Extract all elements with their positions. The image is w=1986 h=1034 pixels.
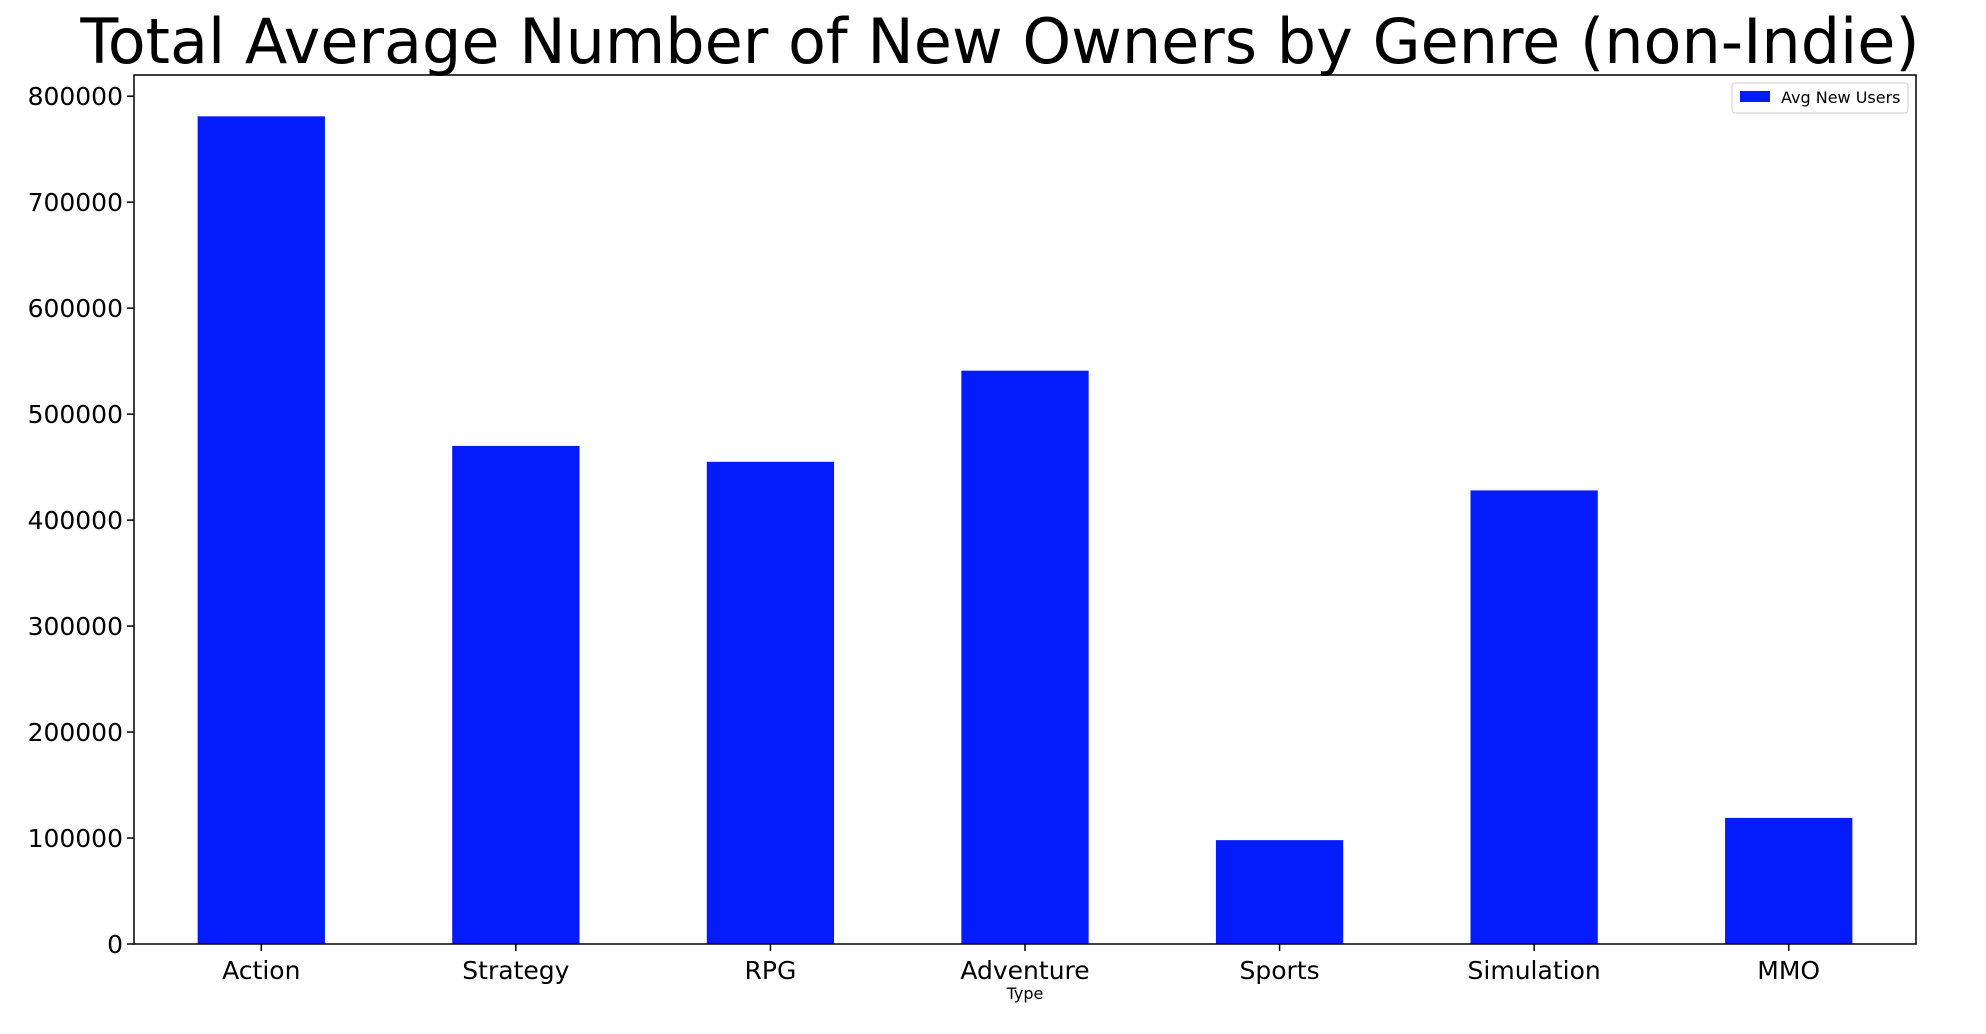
legend-box: [1731, 82, 1909, 114]
y-tick-label: 0: [107, 930, 123, 959]
legend-swatch: [1740, 91, 1770, 102]
y-tick-label: 100000: [28, 824, 123, 853]
x-tick-label: Strategy: [462, 956, 569, 985]
x-tick-label: RPG: [745, 956, 797, 985]
x-axis-label: Type: [1006, 984, 1044, 1003]
y-tick-label: 400000: [28, 506, 123, 535]
y-tick-label: 300000: [28, 612, 123, 641]
chart-title: Total Average Number of New Owners by Ge…: [79, 5, 1919, 78]
y-tick-label: 600000: [28, 294, 123, 323]
bar-action: [197, 116, 325, 944]
x-tick-label: Action: [222, 956, 300, 985]
bars-group: [197, 116, 1853, 944]
x-tick-label: Simulation: [1468, 956, 1601, 985]
bar-strategy: [452, 445, 580, 944]
y-tick-label: 200000: [28, 718, 123, 747]
legend-label: Avg New Users: [1781, 88, 1901, 107]
y-tick-label: 500000: [28, 400, 123, 429]
y-axis: 0 100000 200000 300000 400000 500000 600000 700…: [28, 82, 134, 959]
bar-mmo: [1725, 817, 1853, 944]
x-axis: Action Strategy RPG Adventure Sports Simulati…: [222, 944, 1820, 985]
x-tick-label: Adventure: [960, 956, 1089, 985]
x-tick-label: Sports: [1240, 956, 1320, 985]
bar-rpg: [706, 461, 835, 944]
y-tick-label: 800000: [28, 82, 123, 111]
bar-adventure: [961, 370, 1089, 944]
x-tick-label: MMO: [1757, 956, 1820, 985]
legend: Avg New Users: [1731, 82, 1909, 114]
y-tick-label: 700000: [28, 188, 123, 217]
plot-frame: [133, 74, 1917, 945]
bar-simulation: [1470, 490, 1598, 944]
bar-sports: [1215, 840, 1344, 944]
